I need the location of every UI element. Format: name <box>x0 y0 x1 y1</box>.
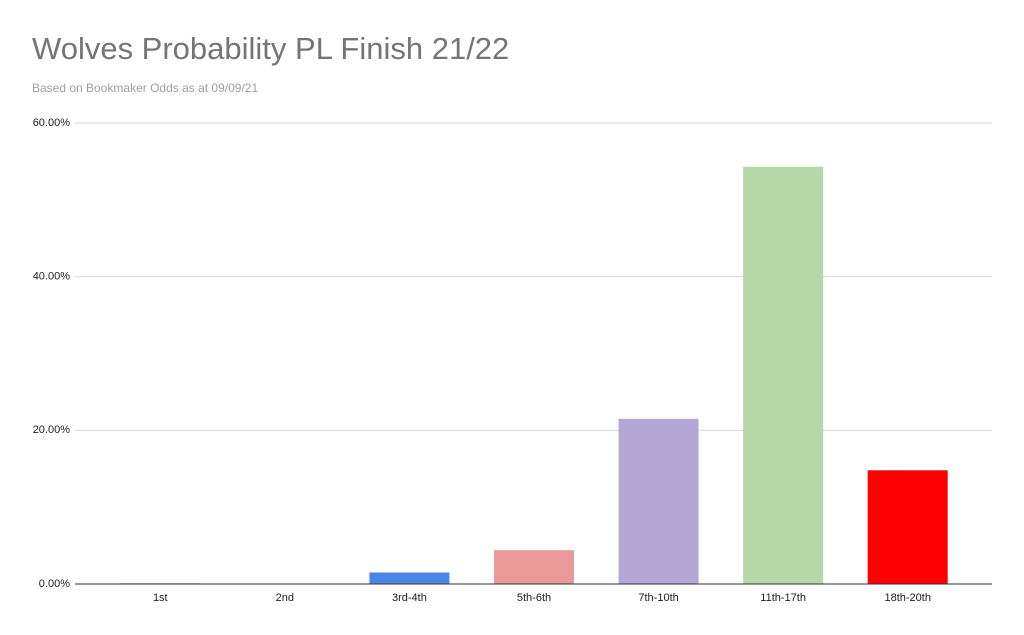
bar <box>494 550 574 584</box>
y-tick-label: 40.00% <box>33 271 71 283</box>
bar <box>867 470 948 584</box>
chart-subtitle: Based on Bookmaker Odds as at 09/09/21 <box>32 81 258 95</box>
bar <box>618 418 699 584</box>
x-tick-label: 2nd <box>276 592 294 604</box>
x-tick-label: 18th-20th <box>884 592 930 604</box>
bar <box>369 572 450 584</box>
chart-title: Wolves Probability PL Finish 21/22 <box>32 31 509 66</box>
y-tick-label: 20.00% <box>33 424 71 436</box>
x-tick-label: 11th-17th <box>760 592 806 604</box>
x-tick-label: 7th-10th <box>638 592 678 604</box>
x-tick-label: 1st <box>153 592 168 604</box>
bar <box>743 166 824 585</box>
y-tick-label: 0.00% <box>39 578 70 590</box>
y-tick-label: 60.00% <box>33 117 71 129</box>
x-tick-label: 5th-6th <box>517 592 551 604</box>
x-tick-label: 3rd-4th <box>392 592 427 604</box>
